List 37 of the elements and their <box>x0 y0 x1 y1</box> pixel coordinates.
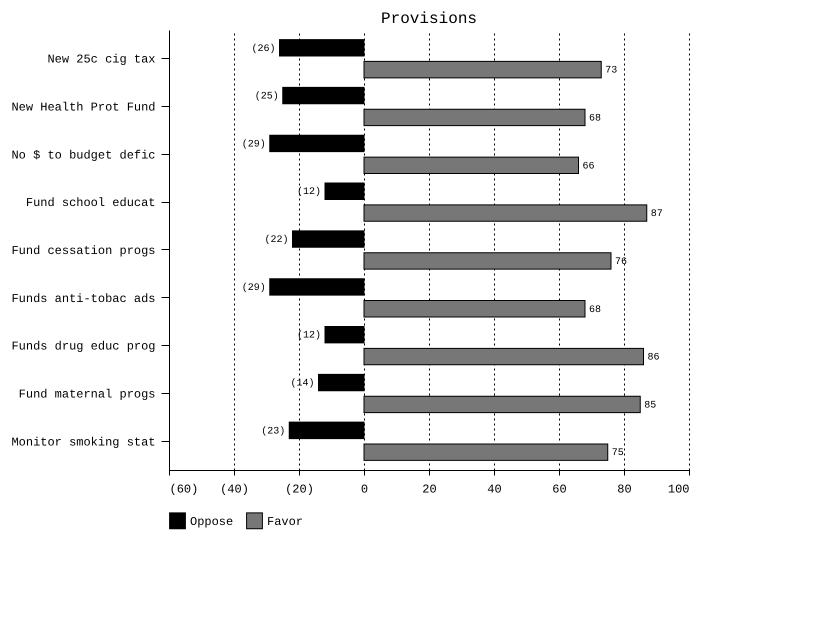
x-tick-label: 20 <box>422 482 437 496</box>
data-label: 86 <box>648 352 660 364</box>
y-tick-label: New 25c cig tax <box>47 52 156 67</box>
y-tick-label: Fund school educat <box>26 196 156 210</box>
x-tick-label: (20) <box>285 482 314 496</box>
data-label: (29) <box>242 138 266 150</box>
y-tick-label: No $ to budget defic <box>11 148 156 162</box>
y-tick-label: Monitor smoking stat <box>11 435 156 450</box>
x-tick-label: 0 <box>360 482 368 496</box>
data-label: (25) <box>254 90 279 103</box>
x-tick-label: 40 <box>487 482 502 496</box>
y-tick-label: Funds anti-tobac ads <box>11 292 156 306</box>
data-label: 75 <box>612 448 624 460</box>
data-label: 68 <box>589 113 602 124</box>
data-label: 76 <box>615 256 628 268</box>
data-label: (22) <box>264 234 288 246</box>
data-label: 68 <box>589 304 602 316</box>
data-label: 66 <box>582 161 595 172</box>
data-label: 87 <box>650 209 663 220</box>
x-tick-label: (40) <box>220 482 249 496</box>
y-tick-label: New Health Prot Fund <box>11 100 156 115</box>
data-label: (29) <box>242 282 266 294</box>
data-label: 73 <box>605 66 618 77</box>
x-tick-label: 80 <box>617 482 632 496</box>
data-label: (26) <box>251 42 276 55</box>
x-tick-label: (60) <box>170 482 198 496</box>
data-label: 85 <box>644 400 656 412</box>
chart-title: Provisions <box>380 10 478 28</box>
y-tick-label: Fund cessation progs <box>11 244 156 258</box>
y-tick-label: Fund maternal progs <box>18 387 156 402</box>
legend-label: Oppose <box>190 514 234 529</box>
data-label: (23) <box>261 425 286 438</box>
y-tick-label: Funds drug educ prog <box>11 340 156 354</box>
legend-label: Favor <box>267 514 304 529</box>
x-tick-label: 100 <box>668 482 690 496</box>
x-tick-label: 60 <box>552 482 567 496</box>
data-label: (12) <box>296 330 321 342</box>
